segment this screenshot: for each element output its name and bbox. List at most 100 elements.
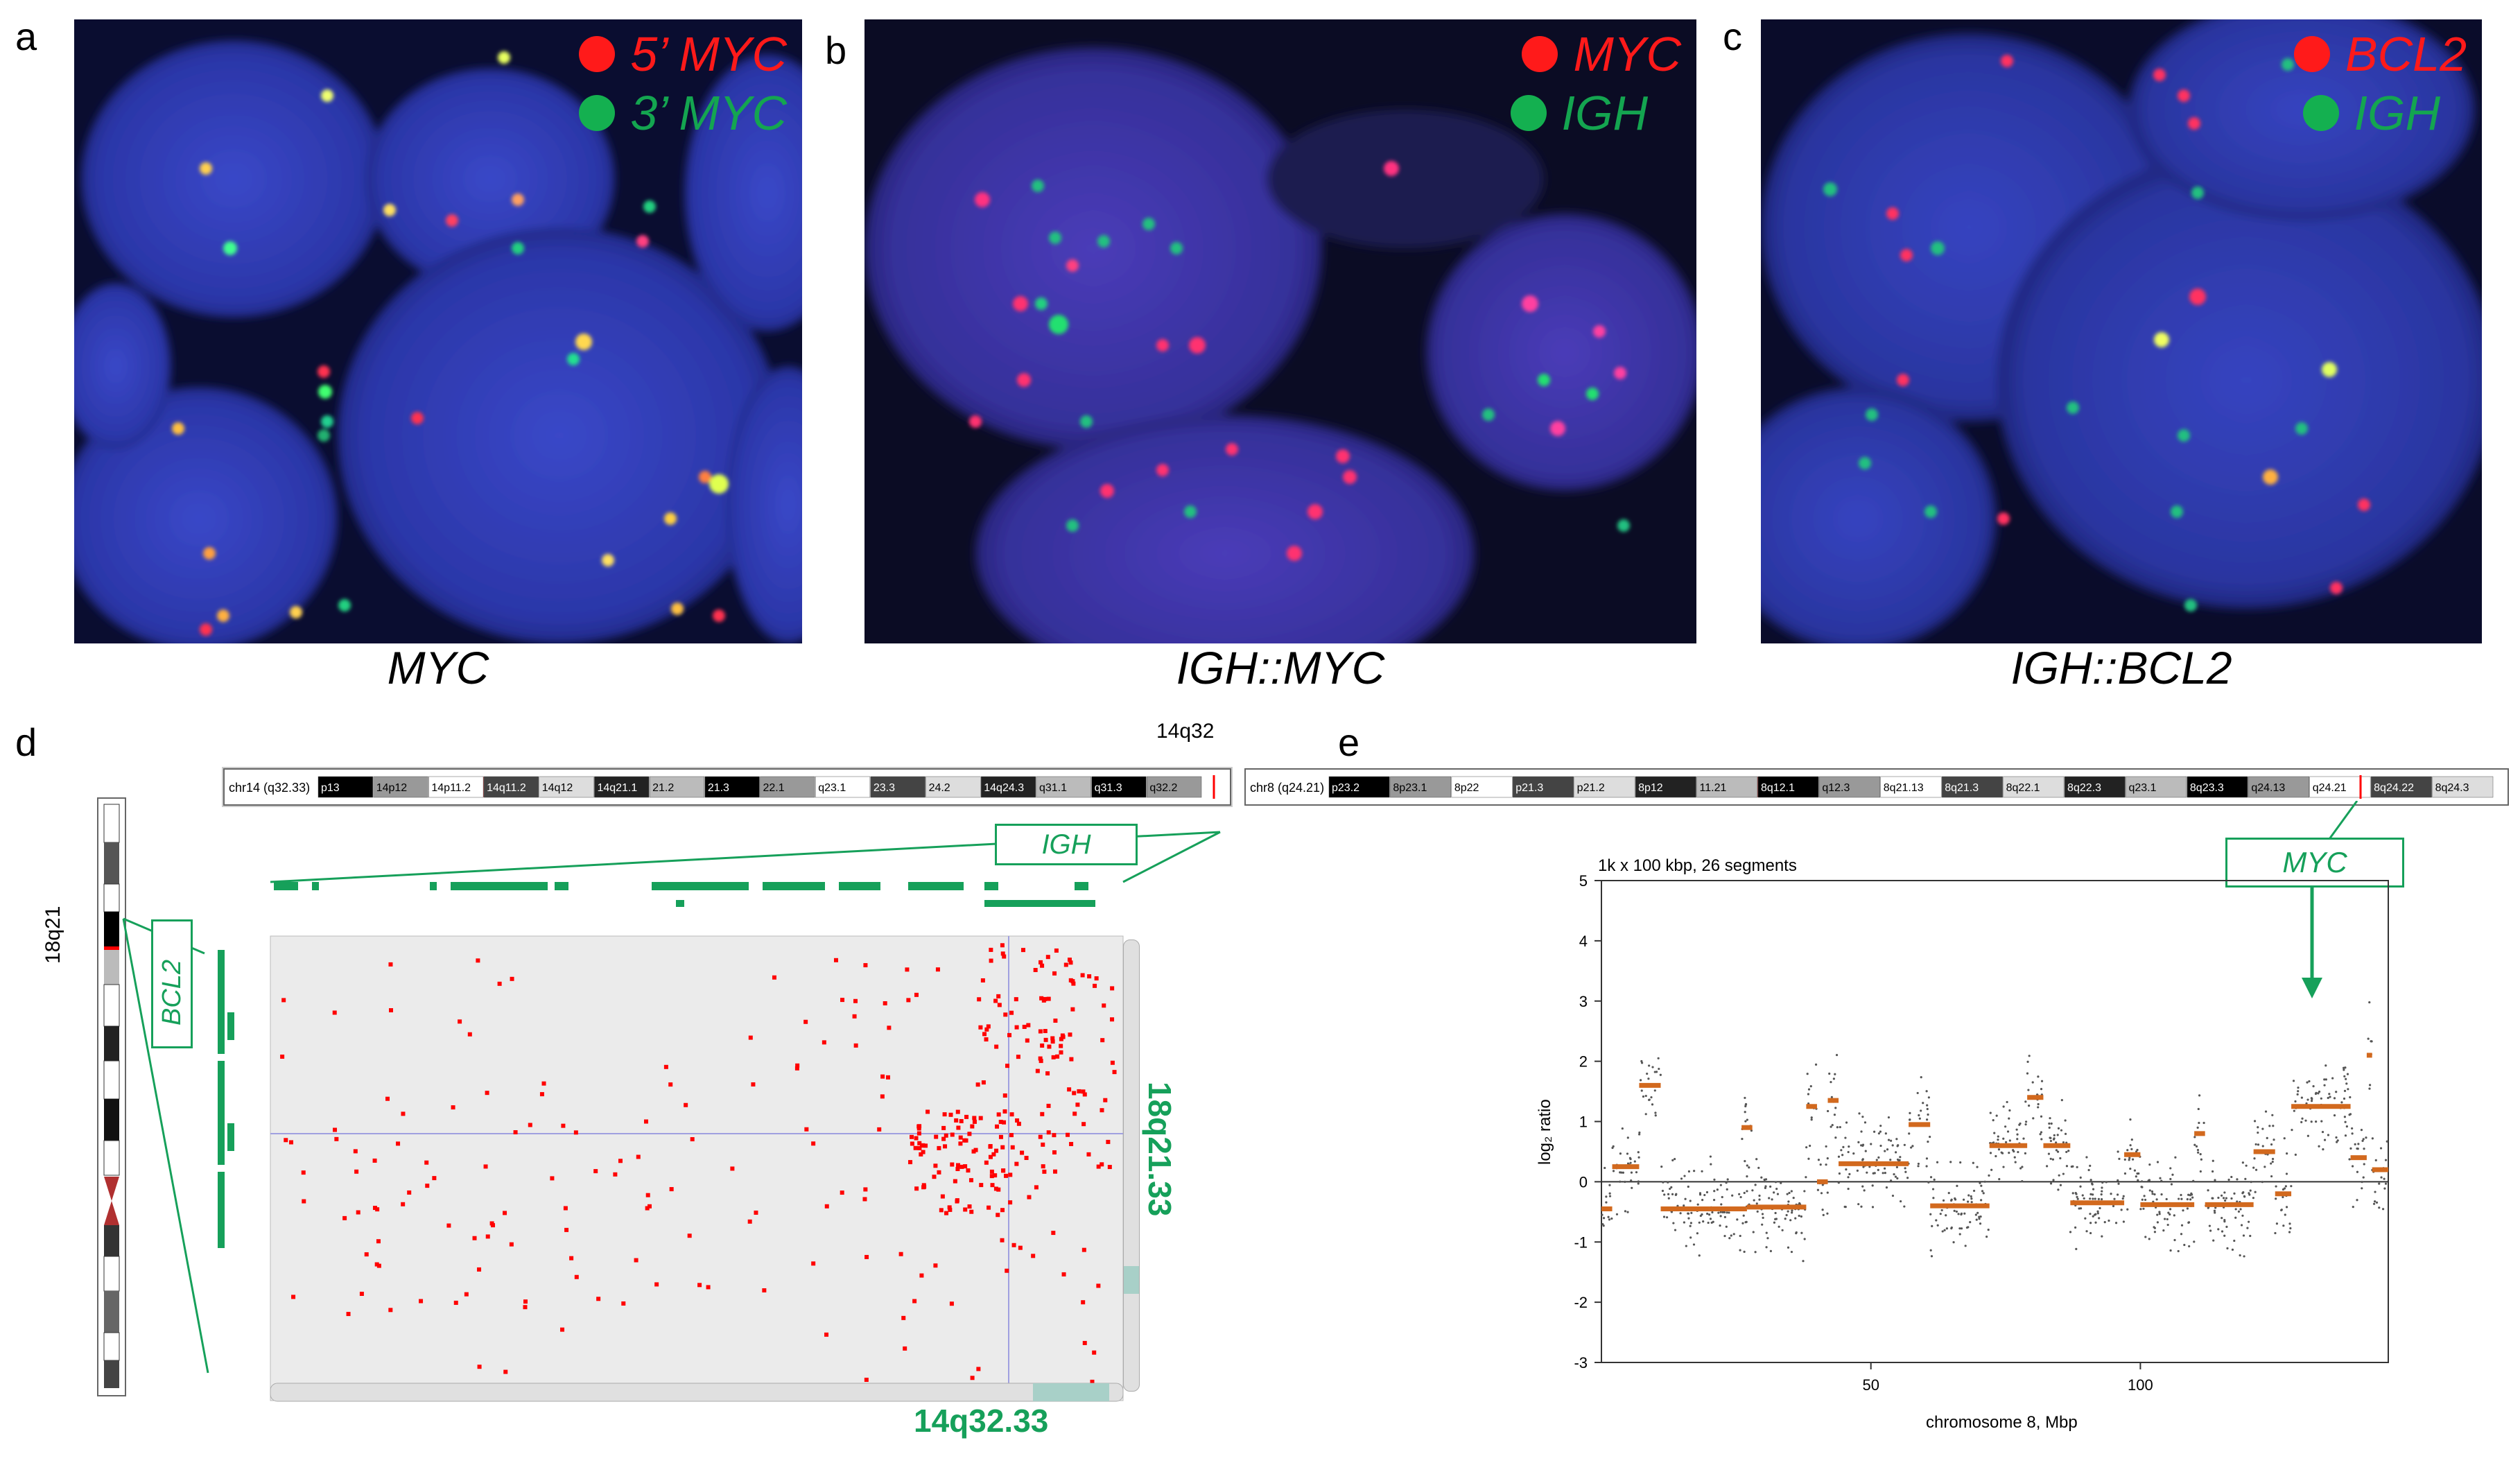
gene-track-segment: [652, 882, 749, 890]
cnv-probe-point: [1963, 1198, 1965, 1201]
cnv-probe-point: [2209, 1229, 2212, 1232]
cnv-probe-point: [2188, 1245, 2191, 1248]
cnv-probe-point: [2148, 1189, 2151, 1192]
ideogram-band: [1513, 776, 1574, 798]
cnv-probe-point: [1810, 1118, 1813, 1121]
cnv-probe-point: [1903, 1143, 1906, 1146]
hic-contact-dot: [1035, 1068, 1040, 1073]
hic-contact-dot: [472, 1236, 477, 1240]
cnv-probe-point: [2322, 1148, 2325, 1151]
y-tick-label: 5: [1579, 872, 1588, 890]
cnv-probe-point: [2151, 1193, 2154, 1195]
cnv-probe-point: [2211, 1159, 2214, 1162]
cnv-probe-point: [2264, 1110, 2268, 1113]
hic-right-scrollbar[interactable]: [1123, 940, 1140, 1392]
cnv-probe-point: [2221, 1230, 2224, 1233]
chr18-ideogram-svg: [103, 804, 120, 1388]
cnv-probe-point: [1887, 1116, 1891, 1119]
hic-contact-dot: [1007, 1032, 1012, 1037]
ideogram-band-label: 14q12: [542, 782, 573, 794]
ideogram-band: [483, 776, 539, 798]
cnv-probe-point: [1721, 1211, 1724, 1213]
ideogram-band: [594, 776, 650, 798]
cnv-probe-point: [2008, 1117, 2010, 1120]
hic-right-scroll-thumb[interactable]: [1124, 1266, 1139, 1294]
cnv-probe-point: [1630, 1171, 1633, 1174]
cnv-probe-point: [1949, 1161, 1952, 1163]
cnv-probe-point: [2076, 1197, 2079, 1200]
hic-contact-dot: [853, 998, 858, 1003]
cnv-probe-point: [1970, 1197, 1973, 1200]
hic-contact-dot: [1110, 986, 1115, 991]
cnv-probe-point: [1940, 1209, 1943, 1212]
cnv-probe-point: [2257, 1143, 2260, 1146]
cnv-probe-point: [1805, 1146, 1808, 1149]
cnv-probe-point: [2275, 1222, 2279, 1225]
cnv-probe-point: [1644, 1113, 1647, 1116]
cnv-probe-point: [2336, 1141, 2338, 1143]
cnv-probe-point: [1719, 1211, 1722, 1213]
cnv-probe-point: [1871, 1184, 1874, 1187]
hic-contact-dot: [822, 1040, 826, 1045]
cnv-probe-point: [2266, 1136, 2268, 1139]
cnv-probe-point: [1788, 1191, 1791, 1195]
cnv-probe-point: [1648, 1064, 1651, 1067]
cnv-probe-point: [2159, 1177, 2162, 1179]
hic-contact-dot: [824, 1332, 829, 1337]
cnv-probe-point: [1689, 1222, 1693, 1224]
cnv-probe-point: [1671, 1159, 1674, 1162]
cnv-probe-point: [2122, 1220, 2125, 1223]
cnv-probe-point: [1658, 1067, 1660, 1071]
cnv-probe-point: [1990, 1168, 1993, 1171]
y-tick-label: 1: [1579, 1114, 1588, 1131]
hic-contact-dot: [1033, 967, 1038, 972]
ideogram-band: [2432, 776, 2494, 798]
cnv-probe-point: [2242, 1234, 2245, 1237]
cnv-probe-point: [2089, 1231, 2092, 1235]
hic-contact-dot: [388, 1308, 393, 1313]
caption-a: MYC: [387, 642, 489, 693]
hic-contact-dot: [1052, 1150, 1057, 1155]
cnv-probe-point: [1958, 1227, 1961, 1230]
cnv-probe-point: [2248, 1193, 2251, 1196]
ideogram-band: [1036, 776, 1091, 798]
hic-contact-dot: [477, 1365, 482, 1369]
cnv-probe-point: [1997, 1139, 1999, 1141]
hic-contact-dot: [1086, 1152, 1091, 1157]
hic-contact-dot: [976, 1367, 981, 1371]
cnv-probe-point: [2296, 1093, 2299, 1096]
cnv-probe-point: [2156, 1213, 2159, 1216]
hic-contact-dot: [1046, 996, 1051, 1001]
hic-contact-dot: [1081, 1089, 1086, 1094]
hic-contact-dot: [464, 1292, 469, 1297]
cnv-probe-point: [2195, 1145, 2198, 1148]
cnv-probe-point: [1987, 1229, 1990, 1231]
cnv-probe-point: [2239, 1208, 2242, 1211]
cnv-probe-point: [2384, 1159, 2388, 1161]
ideogram-band-label: 14q11.2: [487, 782, 526, 794]
cnv-probe-point: [1738, 1193, 1741, 1195]
cnv-probe-point: [1929, 1135, 1931, 1139]
cnv-probe-point: [1758, 1194, 1761, 1197]
cnv-probe-point: [2098, 1217, 2101, 1220]
hic-contact-dot: [803, 1019, 808, 1024]
cnv-probe-point: [1765, 1246, 1768, 1249]
hic-contact-dot: [690, 1137, 695, 1142]
hic-contact-dot: [1000, 951, 1005, 956]
cnv-probe-point: [1875, 1159, 1878, 1161]
cnv-probe-point: [1958, 1233, 1961, 1236]
cnv-probe-point: [2142, 1207, 2145, 1210]
cnv-probe-point: [1736, 1218, 1739, 1221]
gene-track-segment: [218, 1172, 225, 1248]
cnv-probe-point: [2144, 1236, 2147, 1238]
cnv-probe-point: [2169, 1167, 2172, 1170]
hic-contact-dot: [1042, 1169, 1047, 1174]
cnv-probe-point: [2015, 1128, 2018, 1131]
cnv-probe-point: [1997, 1135, 1999, 1138]
hic-contact-dot: [1072, 1111, 1077, 1116]
cnv-probe-point: [1860, 1205, 1863, 1208]
cnv-probe-point: [1648, 1098, 1651, 1101]
cnv-probe-point: [1866, 1171, 1868, 1174]
caption-b: IGH::MYC: [1176, 642, 1385, 693]
hic-contact-dot: [1050, 1039, 1055, 1044]
